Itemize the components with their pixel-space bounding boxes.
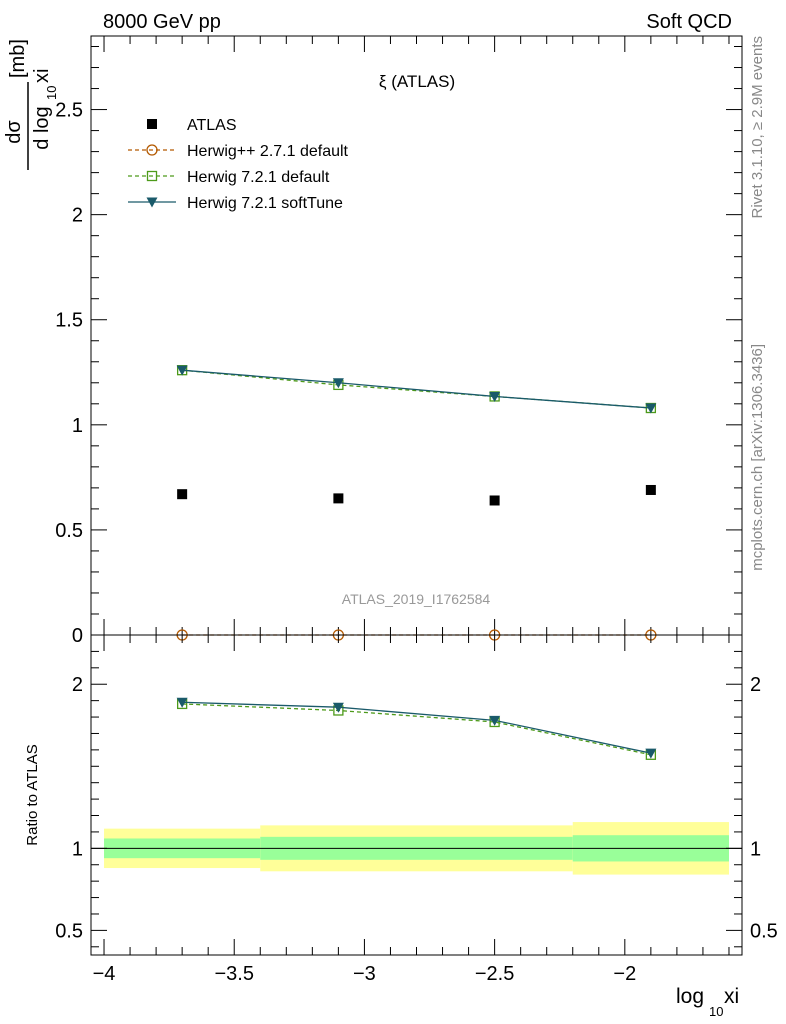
y-label-numerator: dσ: [3, 120, 25, 144]
ratio-y-tick-label-right: 1: [750, 838, 761, 860]
legend-marker-herwig-7-2-1-default: [146, 170, 158, 182]
main-series-layer: [176, 365, 657, 641]
main-title: ξ (ATLAS): [379, 72, 455, 91]
main-y-tick-label: 2: [72, 205, 83, 227]
series-line-herwig-7-2-1-default: [182, 369, 651, 409]
point-atlas: [645, 484, 656, 495]
point-atlas: [333, 493, 344, 504]
ratio-panel-frame: [90, 634, 743, 956]
x-label-subscript: 10: [709, 1004, 723, 1019]
main-y-tick-label: 1.5: [55, 310, 83, 332]
legend-label-herwig-2-7-1-default: Herwig++ 2.7.1 default: [187, 143, 349, 160]
point-atlas: [177, 489, 188, 500]
legend-label-atlas: ATLAS: [187, 117, 237, 134]
legend-label-herwig-7-2-1-default: Herwig 7.2.1 default: [187, 169, 330, 186]
main-y-tick-label: 2.5: [55, 100, 83, 122]
y-label-denominator: d log: [31, 106, 53, 149]
ratio-y-tick-label: 1: [72, 838, 83, 860]
rivet-version-label: Rivet 3.1.10, ≥ 2.9M events: [749, 36, 766, 219]
ratio-point-herwig-7-2-1-softtune: [332, 702, 344, 713]
x-tick-label: −4: [93, 963, 116, 985]
ratio-y-tick-label-right: 0.5: [750, 920, 778, 942]
ratio-panel: 0.5 0.5 1 1 2 2 −4 −3.5 −3 −2.5 −2 Ratio to ATLAS…: [24, 634, 778, 1019]
ratio-series-layer: [176, 697, 657, 760]
x-axis-label: log 10 xi: [676, 985, 739, 1019]
header-right-label: Soft QCD: [646, 11, 732, 33]
ratio-y-tick-label-right: 2: [750, 674, 761, 696]
point-herwig-7-2-1-softtune: [176, 365, 188, 376]
ratio-point-herwig-7-2-1-softtune: [489, 715, 501, 726]
ratio-y-axis-label: Ratio to ATLAS: [24, 744, 41, 845]
header-left-label: 8000 GeV pp: [103, 11, 221, 33]
ratio-y-axis: 0.5 0.5 1 1 2 2: [55, 650, 778, 948]
mcplots-source-label: mcplots.cern.ch [arXiv:1306.3436]: [749, 344, 766, 571]
analysis-watermark: ATLAS_2019_I1762584: [342, 591, 491, 607]
ratio-x-axis: −4 −3.5 −3 −2.5 −2: [93, 635, 730, 985]
ratio-line-herwig-7-2-1-default: [182, 703, 651, 756]
point-herwig-7-2-1-softtune: [489, 391, 501, 402]
ratio-y-tick-label: 0.5: [55, 920, 83, 942]
main-y-tick-label: 1: [72, 415, 83, 437]
point-herwig-7-2-1-softtune: [332, 378, 344, 389]
x-tick-label: −3.5: [214, 963, 253, 985]
y-label-unit: [mb]: [7, 39, 29, 78]
legend-marker-herwig-2-7-1-default: [146, 144, 158, 156]
y-label-subscript: 10: [44, 86, 59, 100]
ratio-line-herwig-7-2-1-softtune: [182, 701, 651, 754]
legend-marker-herwig-7-2-1-softtune: [146, 197, 158, 208]
legend-label-herwig-7-2-1-softtune: Herwig 7.2.1 softTune: [187, 195, 343, 212]
ratio-point-herwig-7-2-1-softtune: [645, 748, 657, 759]
legend-marker-atlas: [147, 119, 157, 129]
x-label-main: log: [676, 985, 704, 1008]
x-tick-label: −2: [613, 963, 636, 985]
ratio-y-tick-label: 2: [72, 674, 83, 696]
main-y-tick-label: 0.5: [55, 520, 83, 542]
legend: ATLAS Herwig++ 2.7.1 default Herwig 7.2.1 …: [128, 117, 349, 212]
main-y-axis: 0.5 1 1.5 2 2.5 0: [55, 46, 742, 647]
point-atlas: [489, 495, 500, 506]
main-y-zero-label: 0: [72, 625, 83, 647]
y-label-variable: xi: [31, 69, 53, 83]
main-y-axis-label: dσ d log 10 xi [mb]: [3, 39, 59, 170]
series-line-herwig-7-2-1-softtune: [182, 369, 651, 409]
ratio-point-herwig-7-2-1-softtune: [176, 697, 188, 708]
main-panel: 0.5 1 1.5 2 2.5 0 ξ (ATLAS) ATLAS_2019_I17625…: [3, 35, 743, 647]
main-x-ticks: [103, 36, 730, 635]
x-tick-label: −2.5: [475, 963, 514, 985]
x-label-variable: xi: [724, 985, 739, 1008]
point-herwig-7-2-1-softtune: [645, 403, 657, 414]
x-tick-label: −3: [353, 963, 376, 985]
